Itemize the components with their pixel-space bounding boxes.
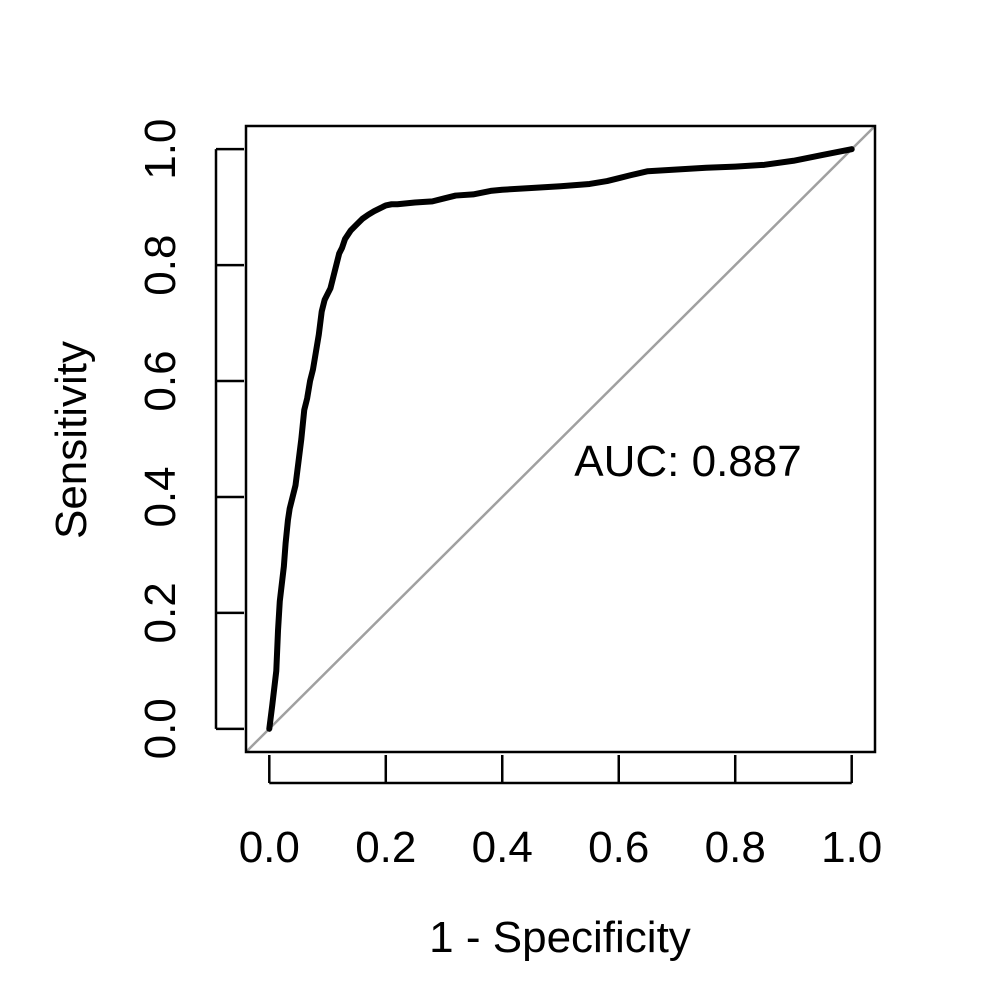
x-tick-label: 0.4 bbox=[472, 823, 533, 872]
plot-area bbox=[245, 125, 876, 753]
x-tick-label: 0.2 bbox=[355, 823, 416, 872]
y-tick-label: 0.4 bbox=[136, 466, 185, 527]
x-tick-label: 0.6 bbox=[588, 823, 649, 872]
reference-diagonal-line bbox=[245, 125, 876, 753]
roc-curve-line bbox=[266, 146, 855, 732]
y-tick-label: 0.8 bbox=[136, 235, 185, 296]
plot-frame bbox=[244, 124, 877, 754]
axes: 0.0 0.2 0.4 0.6 0.8 1.0 0.0 0.2 0.4 0.6 0.8 1.0 bbox=[136, 119, 882, 872]
y-tick-label: 0.2 bbox=[136, 582, 185, 643]
auc-annotation: AUC: 0.887 bbox=[574, 437, 801, 486]
y-tick-label: 0.6 bbox=[136, 350, 185, 411]
x-tick-label: 0.0 bbox=[239, 823, 300, 872]
y-tick-label: 1.0 bbox=[136, 119, 185, 180]
y-tick-label: 0.0 bbox=[136, 698, 185, 759]
x-axis-label: 1 - Specificity bbox=[429, 913, 691, 962]
x-tick-label: 1.0 bbox=[821, 823, 882, 872]
x-tick-label: 0.8 bbox=[705, 823, 766, 872]
y-axis-label: Sensitivity bbox=[47, 341, 96, 539]
